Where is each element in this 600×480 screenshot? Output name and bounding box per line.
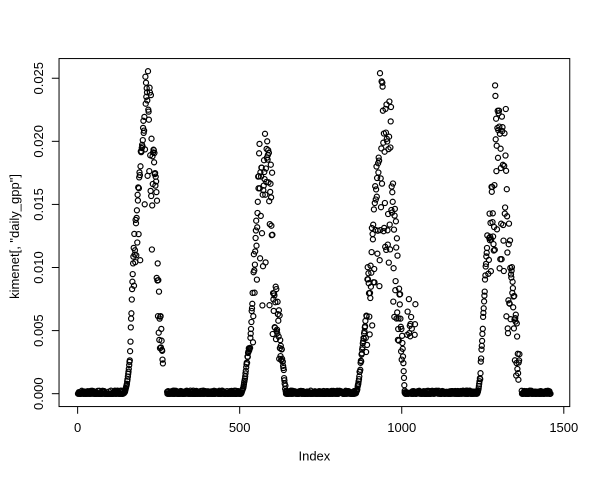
svg-text:0.010: 0.010 bbox=[31, 251, 46, 284]
svg-text:0: 0 bbox=[74, 420, 81, 435]
svg-text:0.025: 0.025 bbox=[31, 62, 46, 95]
svg-text:0.020: 0.020 bbox=[31, 125, 46, 158]
svg-text:0.005: 0.005 bbox=[31, 314, 46, 347]
svg-text:Index: Index bbox=[298, 448, 330, 463]
svg-text:1000: 1000 bbox=[387, 420, 416, 435]
svg-text:0.015: 0.015 bbox=[31, 188, 46, 221]
svg-text:1500: 1500 bbox=[549, 420, 578, 435]
svg-text:500: 500 bbox=[229, 420, 251, 435]
svg-text:0.000: 0.000 bbox=[31, 377, 46, 410]
svg-text:kimenet[, "daily_gpp"]: kimenet[, "daily_gpp"] bbox=[7, 174, 22, 299]
